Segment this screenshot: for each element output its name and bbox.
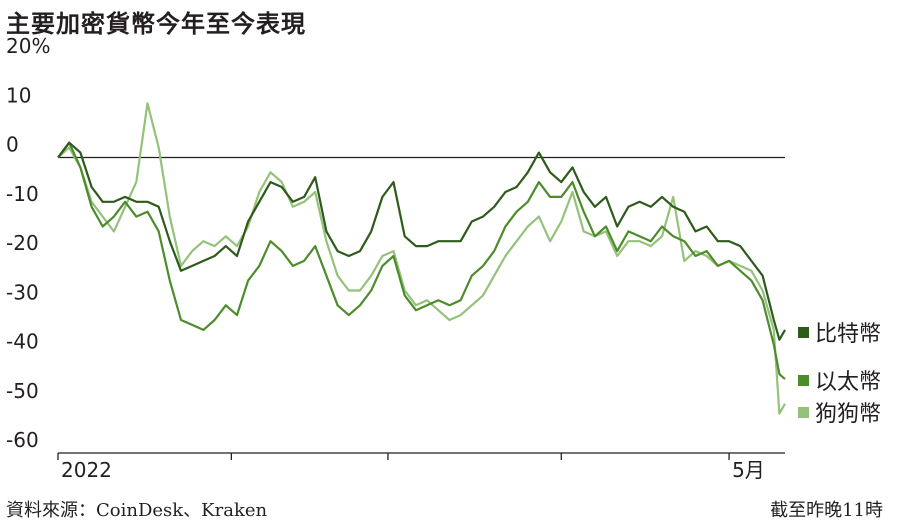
y-tick-label: -20	[6, 231, 39, 255]
series-lines	[57, 102, 786, 415]
legend-item-dogecoin: 狗狗幣	[798, 396, 881, 428]
y-tick-label: 10	[6, 83, 31, 107]
y-tick-label: -10	[6, 182, 39, 206]
y-axis-ticks: 20% 10 0 -10 -20 -30 -40 -50 -60	[6, 34, 785, 452]
legend-item-ethereum: 以太幣	[798, 364, 881, 396]
legend-swatch-ethereum	[798, 374, 809, 386]
y-tick-label: -50	[6, 379, 39, 403]
y-tick-label: -40	[6, 330, 39, 354]
legend-label-dogecoin: 狗狗幣	[815, 402, 882, 427]
legend-label-ethereum: 以太幣	[815, 370, 882, 395]
y-tick-label: -30	[6, 280, 39, 304]
legend-item-bitcoin: 比特幣	[798, 316, 881, 348]
legend-swatch-dogecoin	[798, 406, 809, 418]
time-note: 截至昨晚11時	[770, 500, 883, 521]
y-tick-label: 0	[6, 133, 19, 157]
y-tick-label: 20%	[6, 34, 50, 58]
y-tick-label: -60	[6, 428, 39, 452]
x-axis: 2022 5月	[57, 452, 785, 482]
x-tick-label: 5月	[732, 458, 765, 482]
chart-title: 主要加密貨幣今年至今表現	[6, 10, 306, 38]
series-line-bitcoin	[57, 141, 786, 341]
series-line-dogecoin	[57, 102, 786, 415]
x-tick-label: 2022	[61, 458, 112, 482]
source-note: 資料來源：CoinDesk、Kraken	[6, 500, 268, 521]
legend-swatch-bitcoin	[798, 326, 809, 338]
series-line-ethereum	[57, 141, 786, 380]
legend-label-bitcoin: 比特幣	[815, 322, 882, 347]
